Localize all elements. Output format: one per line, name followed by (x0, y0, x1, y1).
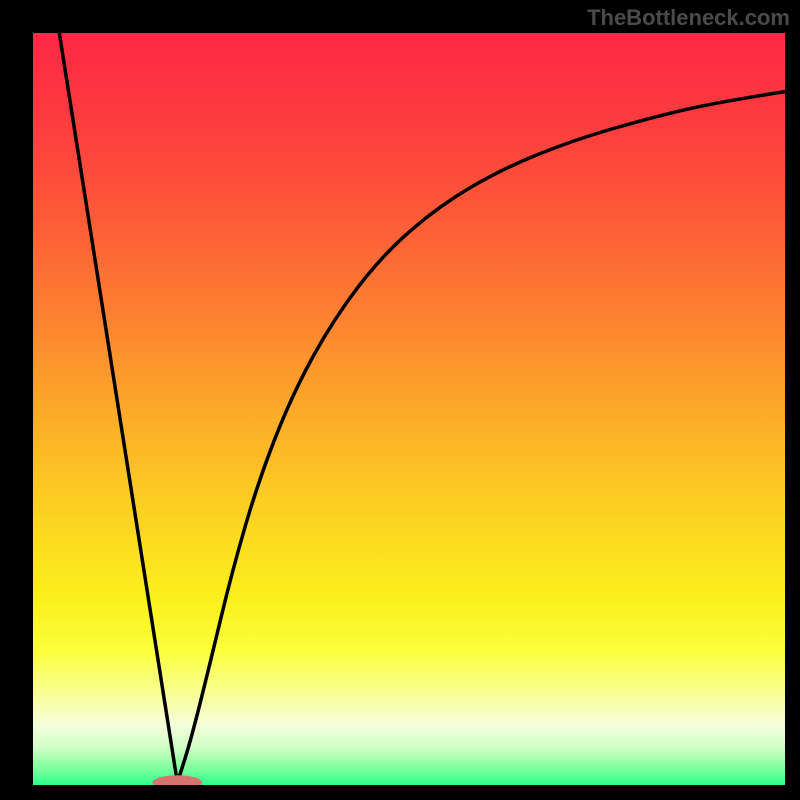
bottleneck-chart (33, 33, 785, 785)
watermark-text: TheBottleneck.com (587, 5, 790, 31)
chart-background (33, 33, 785, 785)
chart-container (33, 33, 785, 785)
